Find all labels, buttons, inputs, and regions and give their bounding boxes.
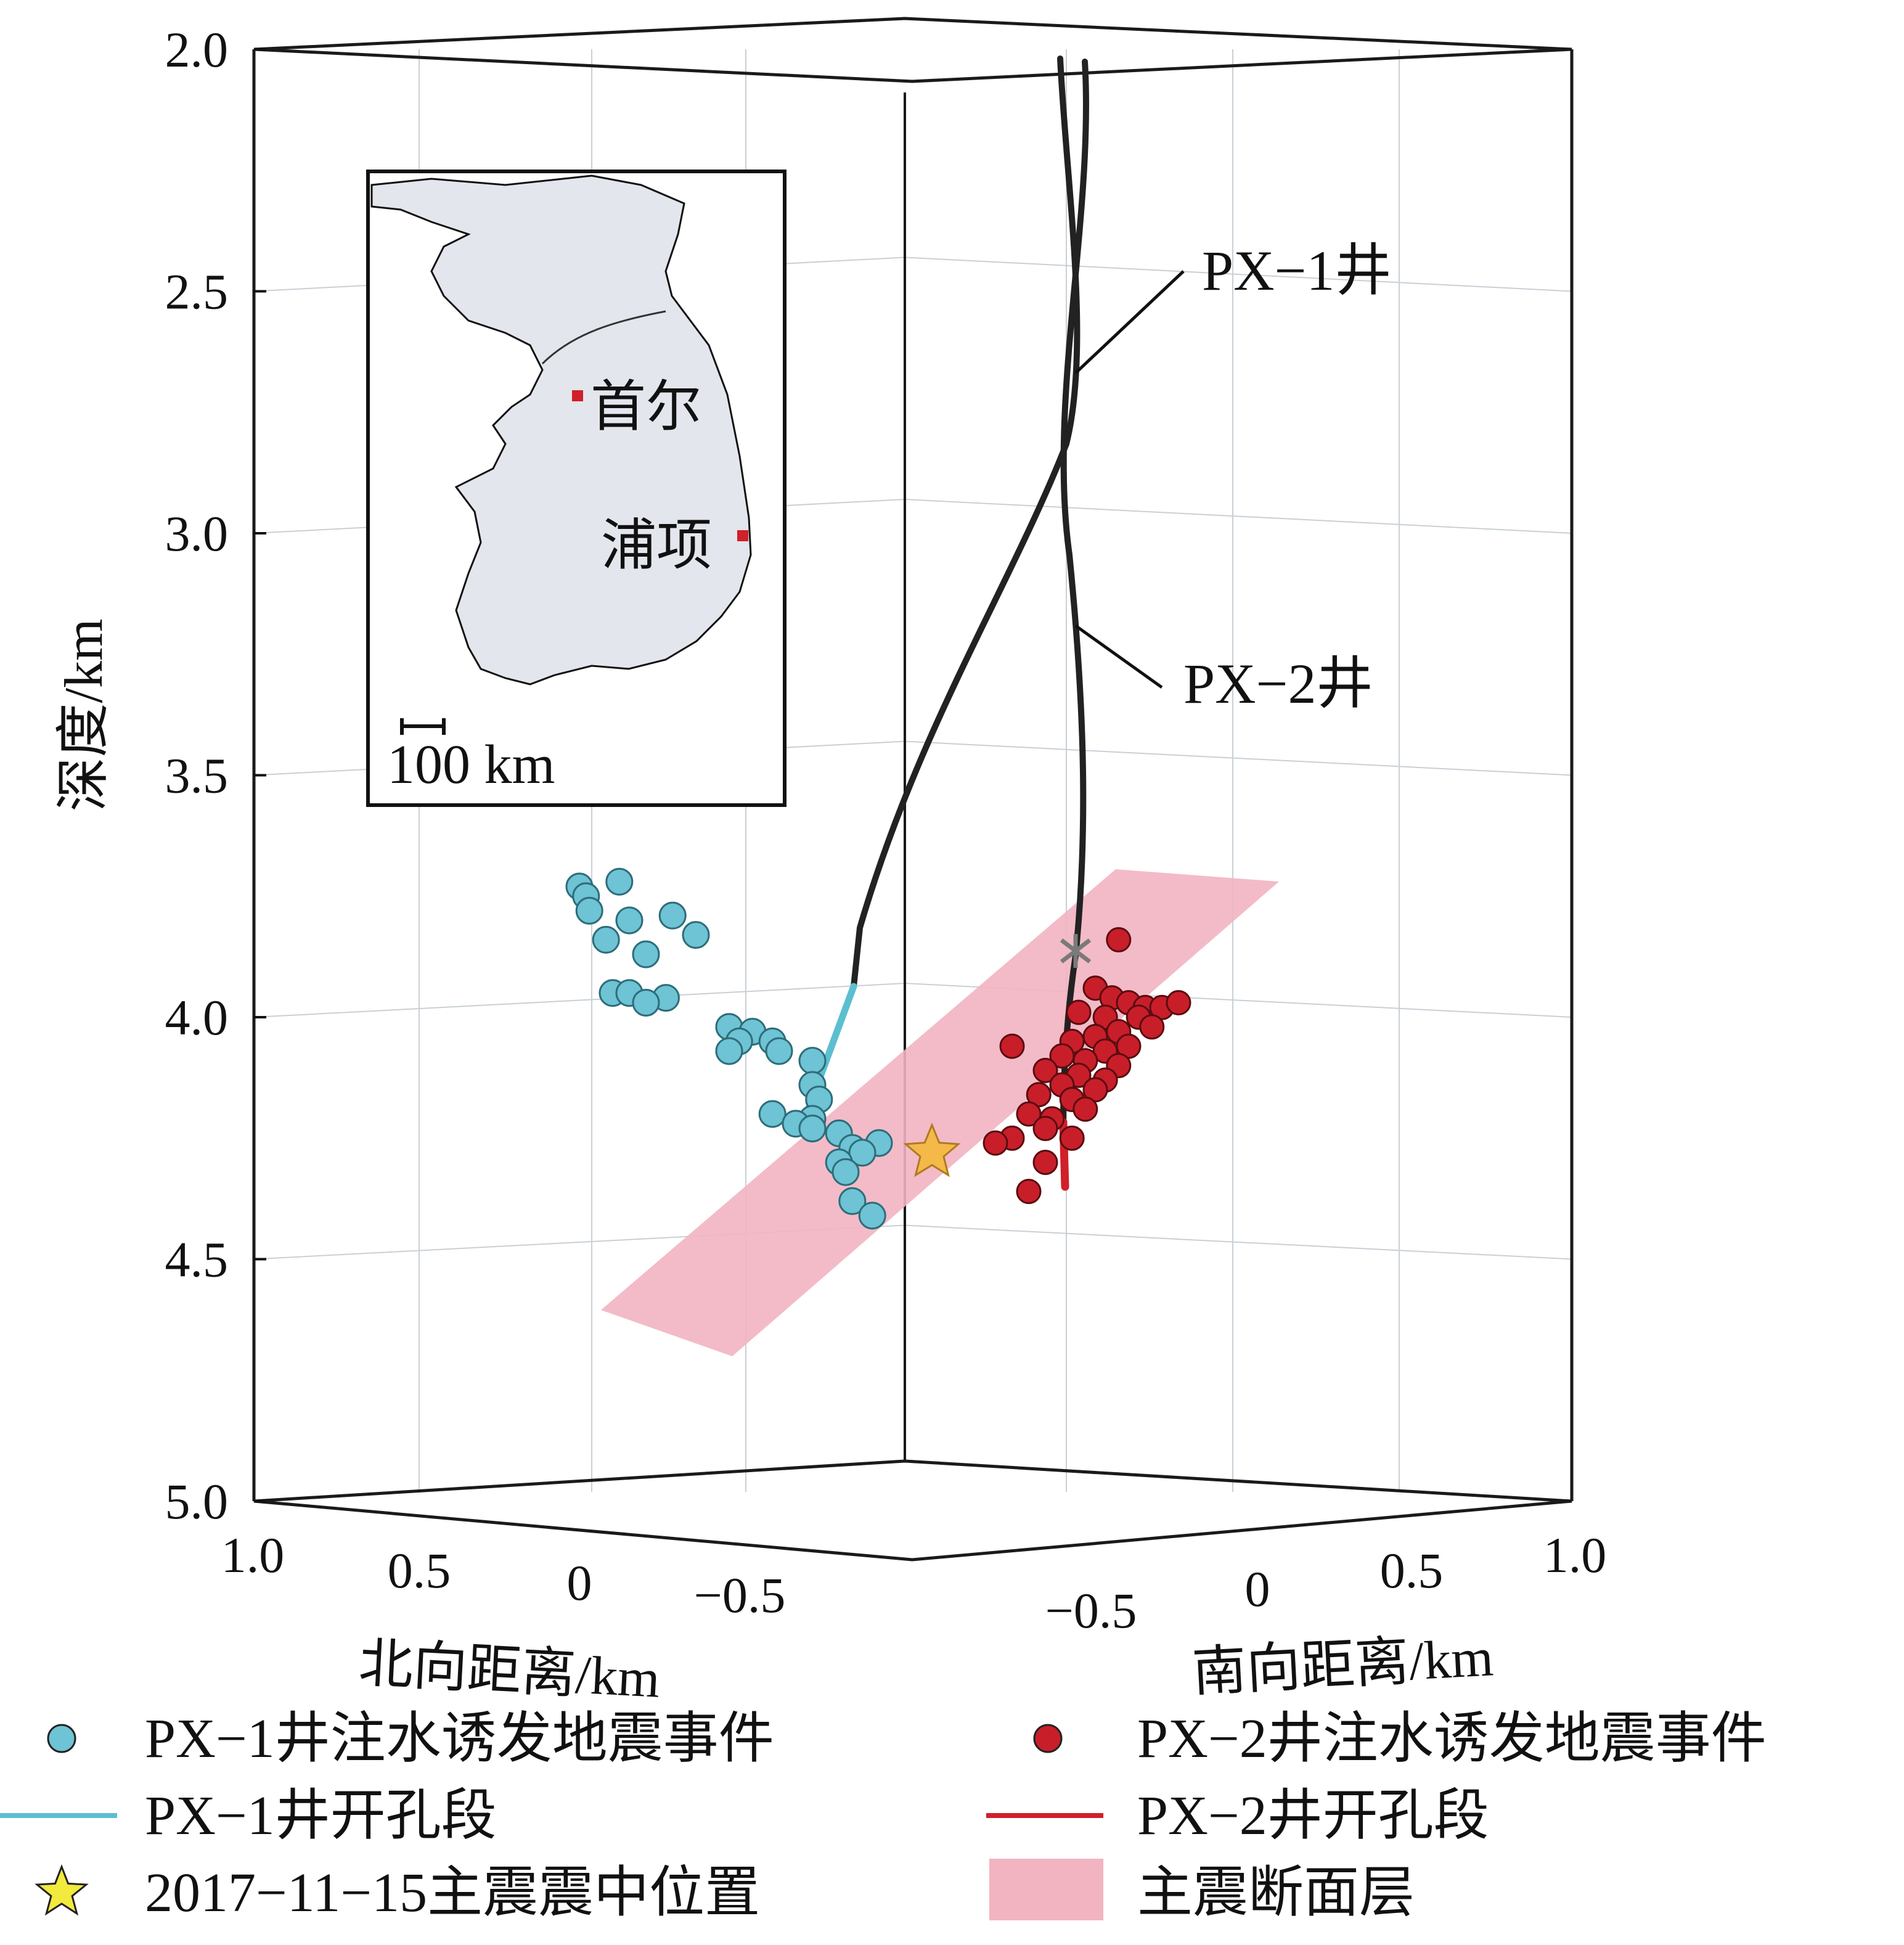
data-point: [1016, 1179, 1042, 1205]
seoul-label: 首尔: [590, 377, 701, 438]
north-axis-label: 北向距离/km: [358, 1634, 661, 1709]
mainshock-star: [903, 1122, 961, 1177]
pohang-label: 浦项: [601, 515, 712, 576]
data-point: [632, 940, 660, 968]
depth-tick-label: 4.5: [165, 1232, 229, 1288]
data-point: [1059, 1125, 1085, 1151]
data-point: [798, 1115, 827, 1143]
data-point: [605, 867, 634, 896]
legend-item: PX−1井注水诱发地震事件: [47, 1708, 774, 1769]
legend-rect-swatch: [989, 1859, 1103, 1920]
px2-leader-line: [1074, 624, 1163, 689]
dmz-border-line: [541, 310, 666, 365]
data-point: [1032, 1057, 1058, 1083]
data-point: [1073, 1096, 1098, 1122]
north-tick-label: 0: [567, 1555, 592, 1611]
data-point: [765, 1037, 793, 1065]
data-point: [1032, 1116, 1058, 1142]
scale-bar: [400, 718, 446, 735]
data-point: [798, 1047, 827, 1075]
depth-tick-label: 4.0: [165, 989, 229, 1046]
legend-label: PX−1井开孔段: [145, 1785, 497, 1846]
north-tick-label: 1.0: [221, 1527, 285, 1583]
series-px1-events: [565, 867, 893, 1230]
series-px2-events: [983, 927, 1191, 1205]
gray-x-marker: [1060, 934, 1092, 968]
px1-well-trajectory: [851, 55, 1081, 989]
legend-label: 2017−11−15主震震中位置: [145, 1862, 760, 1923]
depth-tick-label: 5.0: [165, 1473, 229, 1529]
data-point: [1139, 1014, 1165, 1040]
legend-label: PX−2井开孔段: [1137, 1785, 1489, 1846]
grid-line: [253, 982, 1572, 1018]
south-tick-label: 0.5: [1380, 1542, 1444, 1599]
north-tick-label: −0.5: [694, 1567, 786, 1623]
legend-label: 主震断面层: [1137, 1862, 1415, 1923]
depth-axis-label: 深度/km: [54, 619, 114, 812]
depth-tick-label: 3.5: [165, 748, 229, 804]
data-point: [999, 1033, 1025, 1059]
data-point: [1032, 1150, 1058, 1175]
px1-well-label: PX−1井: [1202, 239, 1392, 302]
legend-circle-swatch: [47, 1724, 76, 1753]
south-tick-label: 1.0: [1543, 1527, 1607, 1583]
north-axis-ticks: 1.0 0.5 0 −0.5: [221, 1527, 786, 1623]
legend-item: PX−1井开孔段: [0, 1785, 497, 1846]
south-axis-label: 南向距离/km: [1191, 1628, 1495, 1703]
data-point: [615, 906, 644, 935]
data-point: [1166, 989, 1191, 1015]
data-point: [831, 1158, 860, 1186]
korea-peninsula-shape: [370, 174, 752, 686]
data-point: [658, 901, 687, 930]
px1-leader-line: [1074, 270, 1185, 374]
data-point: [592, 925, 620, 954]
depth-tick-label: 2.0: [165, 22, 229, 78]
legend-label: PX−1井注水诱发地震事件: [145, 1708, 774, 1769]
legend-label: PX−2井注水诱发地震事件: [1137, 1708, 1767, 1769]
legend-item: 主震断面层: [989, 1859, 1415, 1923]
data-point: [575, 896, 603, 925]
depth-tick-label: 2.5: [165, 264, 229, 320]
pohang-marker: [737, 530, 748, 541]
data-point: [758, 1100, 787, 1128]
south-tick-label: −0.5: [1045, 1583, 1137, 1639]
inset-map: 首尔 浦项 100 km: [366, 170, 787, 807]
seoul-marker: [572, 390, 583, 401]
data-point: [1106, 927, 1132, 952]
legend-item: PX−2井注水诱发地震事件: [1033, 1708, 1767, 1769]
px2-well-label: PX−2井: [1183, 652, 1373, 715]
scale-bar-label: 100 km: [387, 734, 555, 795]
data-point: [983, 1130, 1008, 1156]
legend-item: PX−2井开孔段: [986, 1785, 1489, 1846]
legend-circle-swatch: [1033, 1724, 1063, 1753]
data-point: [682, 921, 710, 949]
legend-star-swatch: [35, 1864, 89, 1916]
legend-item: 2017−11−15主震震中位置: [35, 1862, 760, 1923]
north-tick-label: 0.5: [388, 1542, 451, 1599]
data-point: [838, 1187, 867, 1215]
depth-tick-label: 3.0: [165, 506, 229, 562]
depth-axis-ticks: 2.0 2.5 3.0 3.5 4.0 4.5 5.0: [165, 22, 266, 1529]
south-axis-ticks: −0.5 0 0.5 1.0: [1045, 1527, 1607, 1639]
legend: PX−1井注水诱发地震事件 PX−2井注水诱发地震事件 PX−1井开孔段 PX−2井开…: [0, 1708, 1767, 1923]
data-point: [1066, 999, 1092, 1025]
south-tick-label: 0: [1245, 1561, 1270, 1617]
data-point: [858, 1202, 886, 1230]
data-point: [715, 1037, 743, 1065]
data-point: [632, 988, 660, 1017]
grid-line: [253, 1224, 1572, 1260]
data-point: [848, 1139, 876, 1167]
